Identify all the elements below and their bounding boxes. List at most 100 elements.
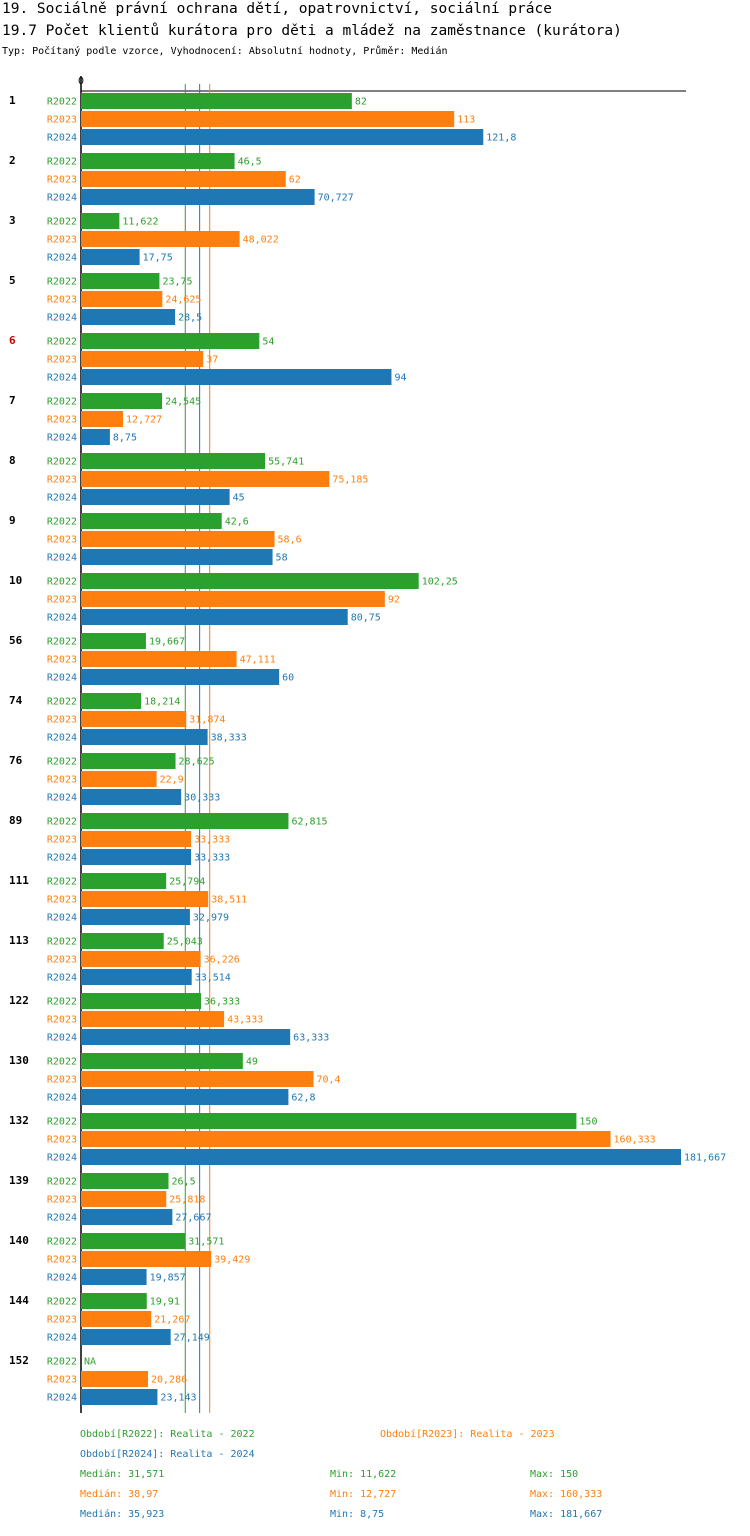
bar-140-r2023 — [81, 1251, 212, 1267]
group-label-9: 9 — [9, 514, 16, 527]
series-label: R2023 — [47, 475, 77, 486]
bar-140-r2024 — [81, 1269, 147, 1285]
series-label: R2022 — [47, 457, 77, 468]
legend-median-r2023: Medián: 38,97 — [80, 1488, 158, 1500]
value-label: 30,333 — [184, 793, 220, 804]
bar-144-r2023 — [81, 1311, 152, 1327]
value-label: 70,727 — [318, 193, 354, 204]
value-label: 121,8 — [486, 133, 516, 144]
bar-111-r2022 — [81, 873, 167, 889]
series-label: R2022 — [47, 757, 77, 768]
bar-8-r2024 — [81, 489, 230, 505]
series-label: R2024 — [47, 673, 77, 684]
bar-56-r2024 — [81, 669, 280, 685]
series-label: R2022 — [47, 217, 77, 228]
series-label: R2024 — [47, 613, 77, 624]
series-label: R2022 — [47, 1117, 77, 1128]
bar-139-r2022 — [81, 1173, 169, 1189]
group-label-10: 10 — [9, 574, 22, 587]
legend-min-r2024: Min: 8,75 — [330, 1509, 384, 1520]
bar-1-r2022 — [81, 93, 352, 109]
series-label: R2023 — [47, 955, 77, 966]
group-label-139: 139 — [9, 1174, 29, 1187]
bar-76-r2022 — [81, 753, 176, 769]
bar-111-r2023 — [81, 891, 209, 907]
value-label: 150 — [579, 1117, 597, 1128]
group-label-89: 89 — [9, 814, 22, 827]
group-label-7: 7 — [9, 394, 16, 407]
value-label: 8,75 — [113, 433, 137, 444]
value-label: 23,75 — [162, 277, 192, 288]
value-label: 31,874 — [189, 715, 225, 726]
series-label: R2023 — [47, 175, 77, 186]
value-label: 12,727 — [126, 415, 162, 426]
value-label: 33,333 — [194, 835, 230, 846]
series-label: R2023 — [47, 655, 77, 666]
bar-10-r2023 — [81, 591, 385, 607]
series-label: R2024 — [47, 913, 77, 924]
value-label: 70,4 — [317, 1075, 341, 1086]
series-label: R2022 — [47, 1357, 77, 1368]
series-label: R2022 — [47, 997, 77, 1008]
series-label: R2022 — [47, 937, 77, 948]
bar-89-r2022 — [81, 813, 289, 829]
value-label: 47,111 — [240, 655, 276, 666]
value-label: 58 — [276, 553, 288, 564]
bar-7-r2022 — [81, 393, 163, 409]
group-label-5: 5 — [9, 274, 16, 287]
bar-9-r2022 — [81, 513, 222, 529]
bar-6-r2023 — [81, 351, 204, 367]
value-label: 42,6 — [225, 517, 249, 528]
series-label: R2022 — [47, 517, 77, 528]
value-label: 39,429 — [214, 1255, 250, 1266]
bar-3-r2024 — [81, 249, 140, 265]
bar-130-r2023 — [81, 1071, 314, 1087]
value-label: 25,818 — [169, 1195, 205, 1206]
bar-89-r2023 — [81, 831, 192, 847]
series-label: R2024 — [47, 973, 77, 984]
series-label: R2024 — [47, 1093, 77, 1104]
bar-122-r2022 — [81, 993, 201, 1009]
series-label: R2022 — [47, 337, 77, 348]
value-label: 33,333 — [194, 853, 230, 864]
series-label: R2023 — [47, 835, 77, 846]
group-label-113: 113 — [9, 934, 29, 947]
series-label: R2024 — [47, 1333, 77, 1344]
series-label: R2024 — [47, 1033, 77, 1044]
bar-130-r2024 — [81, 1089, 289, 1105]
value-label: 26,5 — [172, 1177, 196, 1188]
legend-max-r2024: Max: 181,667 — [530, 1509, 602, 1520]
series-label: R2022 — [47, 157, 77, 168]
series-label: R2022 — [47, 1297, 77, 1308]
bar-5-r2022 — [81, 273, 160, 289]
group-label-122: 122 — [9, 994, 29, 1007]
bar-3-r2023 — [81, 231, 240, 247]
series-label: R2024 — [47, 1273, 77, 1284]
series-label: R2022 — [47, 877, 77, 888]
bar-8-r2022 — [81, 453, 266, 469]
bar-122-r2024 — [81, 1029, 291, 1045]
series-label: R2022 — [47, 1057, 77, 1068]
value-label: 22,9 — [160, 775, 184, 786]
group-label-76: 76 — [9, 754, 23, 767]
bar-130-r2022 — [81, 1053, 243, 1069]
value-label: 31,571 — [188, 1237, 224, 1248]
bar-113-r2022 — [81, 933, 164, 949]
legend: Období[R2022]: Realita - 2022 Období[R20… — [80, 1428, 602, 1520]
value-label: 38,511 — [211, 895, 247, 906]
value-label: 45 — [233, 493, 245, 504]
series-label: R2024 — [47, 493, 77, 504]
series-label: R2023 — [47, 1315, 77, 1326]
bar-139-r2024 — [81, 1209, 173, 1225]
series-label: R2023 — [47, 1015, 77, 1026]
value-label: 160,333 — [614, 1135, 656, 1146]
series-label: R2024 — [47, 253, 77, 264]
bar-10-r2024 — [81, 609, 348, 625]
value-label: 36,226 — [204, 955, 240, 966]
value-label: 43,333 — [227, 1015, 263, 1026]
value-label: 32,979 — [193, 913, 229, 924]
series-label: R2024 — [47, 553, 77, 564]
legend-max-r2023: Max: 160,333 — [530, 1489, 602, 1500]
bar-9-r2023 — [81, 531, 275, 547]
value-label: 24,625 — [165, 295, 201, 306]
